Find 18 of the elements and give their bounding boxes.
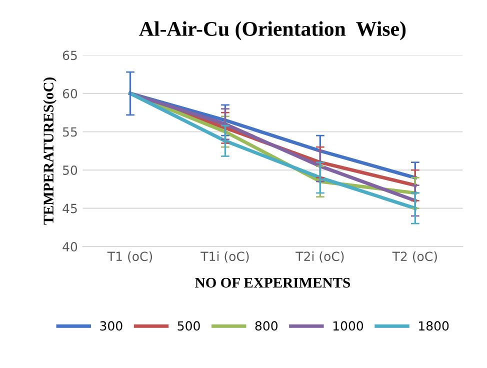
- legend-label: 300: [100, 321, 122, 331]
- y-tick-label: 60: [62, 88, 78, 98]
- x-tick-label: T2i (oC): [296, 251, 344, 263]
- chart-title: Al-Air-Cu (Orientation Wise): [139, 21, 406, 40]
- y-tick-label: 65: [62, 50, 77, 60]
- y-tick-label: 55: [62, 127, 77, 137]
- x-tick-label: T1i (oC): [200, 251, 249, 263]
- x-axis-title: NO OF EXPERIMENTS: [195, 278, 350, 288]
- x-tick-label: T1 (oC): [107, 251, 152, 263]
- x-tick-label: T2 (oC): [392, 251, 437, 263]
- y-tick-label: 40: [62, 242, 78, 252]
- legend-label: 1000: [333, 321, 364, 331]
- y-axis-title: TEMPERATURES(oC): [43, 78, 56, 225]
- y-tick-label: 45: [62, 204, 77, 214]
- legend-label: 500: [178, 321, 200, 331]
- legend-label: 1800: [419, 321, 449, 331]
- legend-label: 800: [255, 321, 278, 331]
- y-tick-label: 50: [62, 165, 78, 175]
